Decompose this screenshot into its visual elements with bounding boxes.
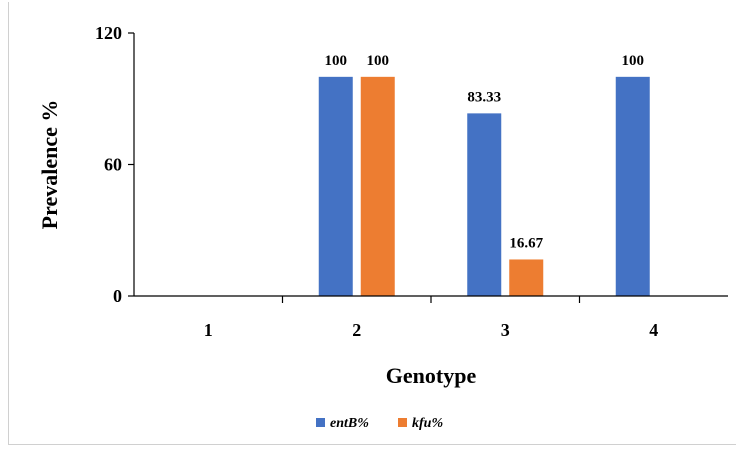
- bar-kfu-2: [360, 76, 395, 296]
- legend-label: entB%: [330, 416, 369, 431]
- y-axis-ticks: 0 60 120: [95, 23, 134, 306]
- y-tick-label: 60: [104, 155, 122, 175]
- legend-label: kfu%: [412, 416, 443, 431]
- x-tick-label: 4: [649, 320, 658, 340]
- x-tick-label: 2: [352, 320, 361, 340]
- y-axis-title: Prevalence %: [37, 100, 62, 230]
- data-label: 100: [622, 53, 645, 69]
- x-tick-label: 3: [501, 320, 510, 340]
- legend-swatch-entB: [316, 418, 325, 427]
- data-label: 16.67: [509, 235, 543, 251]
- data-label: 100: [325, 53, 348, 69]
- data-label: 83.33: [467, 89, 501, 105]
- bar-entB-4: [615, 76, 650, 296]
- bar-kfu-3: [509, 259, 544, 296]
- x-axis-title: Genotype: [386, 363, 477, 388]
- x-tick-label: 1: [204, 320, 213, 340]
- bar-entB-2: [318, 76, 353, 296]
- bars: [318, 76, 650, 297]
- y-tick-label: 0: [113, 286, 122, 306]
- bar-entB-3: [467, 113, 502, 297]
- data-labels: 100 83.33 100 100 16.67: [325, 53, 645, 252]
- data-label: 100: [367, 53, 390, 69]
- legend: entB% kfu%: [316, 416, 443, 431]
- x-axis-ticks: 1 2 3 4: [204, 296, 658, 340]
- legend-swatch-kfu: [398, 418, 407, 427]
- y-tick-label: 120: [95, 23, 122, 43]
